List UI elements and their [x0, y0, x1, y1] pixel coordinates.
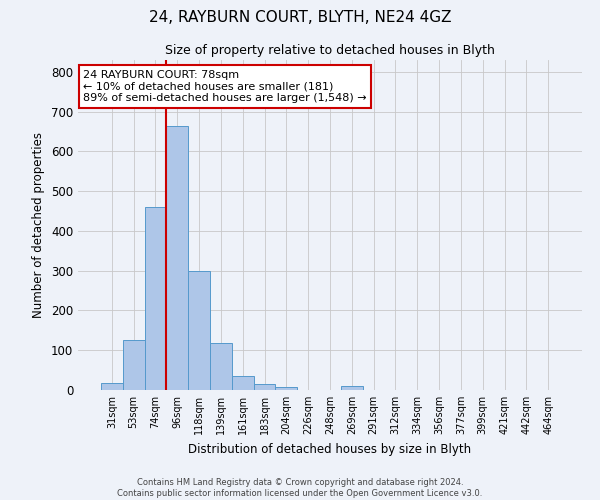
Text: 24, RAYBURN COURT, BLYTH, NE24 4GZ: 24, RAYBURN COURT, BLYTH, NE24 4GZ: [149, 10, 451, 25]
Bar: [254, 384, 275, 390]
Bar: [210, 344, 232, 390]
Text: Contains HM Land Registry data © Crown copyright and database right 2024.
Contai: Contains HM Land Registry data © Crown c…: [118, 478, 482, 498]
Bar: [188, 270, 210, 390]
Bar: [123, 340, 145, 390]
Bar: [275, 387, 297, 390]
Bar: [232, 376, 254, 390]
Bar: [166, 126, 188, 390]
X-axis label: Distribution of detached houses by size in Blyth: Distribution of detached houses by size …: [188, 442, 472, 456]
Title: Size of property relative to detached houses in Blyth: Size of property relative to detached ho…: [165, 44, 495, 58]
Y-axis label: Number of detached properties: Number of detached properties: [32, 132, 46, 318]
Text: 24 RAYBURN COURT: 78sqm
← 10% of detached houses are smaller (181)
89% of semi-d: 24 RAYBURN COURT: 78sqm ← 10% of detache…: [83, 70, 367, 103]
Bar: [341, 386, 363, 390]
Bar: [101, 383, 123, 390]
Bar: [145, 207, 166, 390]
